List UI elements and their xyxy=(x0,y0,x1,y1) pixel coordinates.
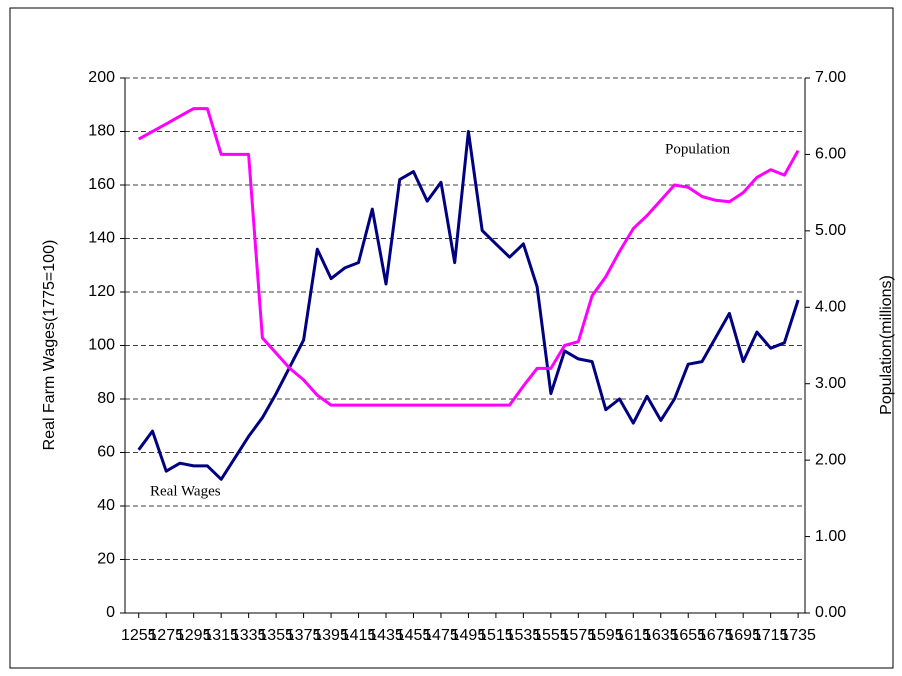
x-tick-label: 1715 xyxy=(753,627,789,644)
y-tick-label: 140 xyxy=(88,230,115,247)
x-tick-label: 1275 xyxy=(148,627,184,644)
y2-tick-label: 1.00 xyxy=(815,528,846,545)
y-tick-label: 40 xyxy=(97,497,115,514)
x-tick-label: 1735 xyxy=(780,627,816,644)
y2-tick-label: 6.00 xyxy=(815,146,846,163)
annotation: Real Wages xyxy=(150,483,221,499)
y2-tick-label: 2.00 xyxy=(815,451,846,468)
x-tick-label: 1455 xyxy=(396,627,432,644)
annotation: Population xyxy=(665,141,731,157)
y2-axis-label: Population(millions) xyxy=(878,275,895,415)
x-tick-label: 1695 xyxy=(725,627,761,644)
x-tick-label: 1295 xyxy=(176,627,212,644)
x-tick-label: 1555 xyxy=(533,627,569,644)
y-tick-label: 180 xyxy=(88,123,115,140)
x-tick-label: 1675 xyxy=(698,627,734,644)
y-tick-label: 0 xyxy=(106,604,115,621)
x-tick-label: 1395 xyxy=(313,627,349,644)
y-tick-label: 160 xyxy=(88,176,115,193)
x-tick-label: 1255 xyxy=(121,627,157,644)
y-tick-label: 20 xyxy=(97,551,115,568)
x-tick-label: 1655 xyxy=(670,627,706,644)
chart-border xyxy=(9,7,894,669)
x-tick-label: 1635 xyxy=(643,627,679,644)
x-tick-label: 1435 xyxy=(368,627,404,644)
y-tick-label: 80 xyxy=(97,390,115,407)
y-tick-label: 120 xyxy=(88,283,115,300)
x-tick-label: 1575 xyxy=(561,627,597,644)
x-tick-label: 1535 xyxy=(506,627,542,644)
y-tick-label: 100 xyxy=(88,337,115,354)
x-tick-label: 1355 xyxy=(258,627,294,644)
x-tick-label: 1615 xyxy=(615,627,651,644)
y2-tick-label: 3.00 xyxy=(815,375,846,392)
line-series xyxy=(137,107,800,407)
x-tick-label: 1515 xyxy=(478,627,514,644)
y2-tick-label: 7.00 xyxy=(815,69,846,86)
y2-tick-label: 0.00 xyxy=(815,604,846,621)
x-tick-label: 1375 xyxy=(286,627,322,644)
x-tick-label: 1335 xyxy=(231,627,267,644)
x-tick-label: 1475 xyxy=(423,627,459,644)
y-tick-label: 200 xyxy=(88,69,115,86)
x-tick-label: 1415 xyxy=(341,627,377,644)
y-axis-label: Real Farm Wages(1775=100) xyxy=(41,240,58,451)
x-tick-label: 1595 xyxy=(588,627,624,644)
x-tick-label: 1495 xyxy=(451,627,487,644)
y-tick-label: 60 xyxy=(97,444,115,461)
y2-tick-label: 4.00 xyxy=(815,299,846,316)
x-tick-label: 1315 xyxy=(203,627,239,644)
y2-tick-label: 5.00 xyxy=(815,222,846,239)
line-series xyxy=(137,130,800,481)
